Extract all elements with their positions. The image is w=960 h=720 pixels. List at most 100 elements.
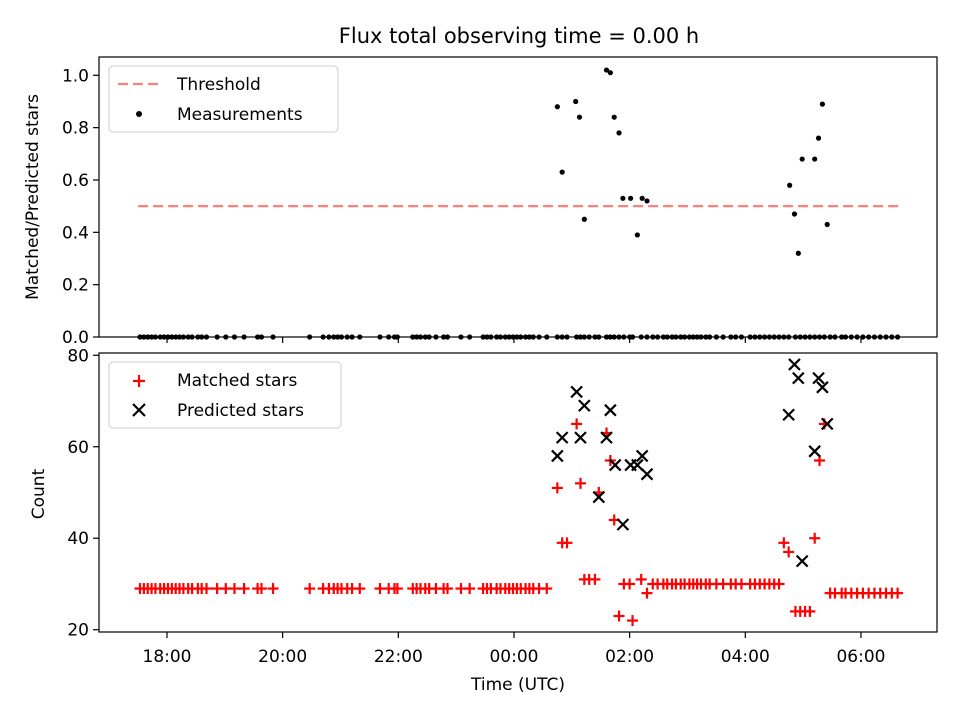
legend-measurements-label: Measurements bbox=[177, 105, 303, 125]
measurement-point bbox=[603, 67, 610, 73]
matched-star-point bbox=[304, 583, 316, 595]
predicted-star-points bbox=[551, 358, 834, 568]
legend-measurements-swatch bbox=[136, 111, 142, 117]
measurement-point bbox=[628, 195, 634, 201]
measurement-point bbox=[607, 70, 613, 76]
matched-star-point bbox=[809, 532, 821, 544]
measurement-point bbox=[620, 195, 626, 201]
matched-star-points bbox=[134, 418, 904, 627]
bottom-x-ticks: 18:00 20:00 22:00 00:00 02:00 04:00 06:00 bbox=[143, 632, 885, 667]
predicted-star-point bbox=[782, 408, 795, 422]
bottom-x-tick-label: 18:00 bbox=[143, 647, 192, 667]
bottom-x-tick-label: 02:00 bbox=[605, 647, 654, 667]
matched-star-point bbox=[238, 583, 250, 595]
matched-star-point bbox=[441, 583, 453, 595]
bottom-y-tick-label: 20 bbox=[67, 621, 89, 641]
bottom-axes-frame bbox=[98, 352, 938, 633]
bottom-y-label: Count bbox=[29, 468, 49, 519]
top-x-ticks bbox=[166, 337, 862, 343]
matched-star-point bbox=[551, 482, 563, 494]
top-y-tick-label: 0.0 bbox=[62, 328, 89, 348]
chart-title: Flux total observing time = 0.00 h bbox=[339, 24, 699, 48]
matched-star-point bbox=[228, 583, 240, 595]
legend-matched-swatch bbox=[133, 375, 145, 387]
predicted-star-point bbox=[792, 371, 805, 385]
measurement-point bbox=[815, 135, 822, 141]
measurement-point bbox=[611, 114, 617, 120]
top-axes-frame bbox=[98, 56, 938, 338]
matched-star-point bbox=[589, 573, 601, 585]
legend-predicted-label: Predicted stars bbox=[177, 401, 304, 421]
predicted-star-point bbox=[592, 490, 606, 504]
bottom-legend: Matched stars Predicted stars bbox=[108, 361, 342, 429]
measurement-point bbox=[787, 182, 793, 188]
matched-star-point bbox=[613, 610, 625, 622]
measurement-point bbox=[824, 221, 830, 228]
bottom-y-tick-label: 60 bbox=[67, 438, 89, 458]
predicted-star-point bbox=[812, 371, 825, 385]
top-legend: Threshold Measurements bbox=[108, 65, 339, 133]
predicted-star-point bbox=[631, 458, 644, 472]
bottom-axes: 20 40 60 80 18:00 20:00 22:00 00:00 02:00 04:00 0… bbox=[29, 346, 938, 695]
measurement-point bbox=[791, 211, 798, 217]
measurement-point bbox=[799, 156, 805, 162]
predicted-star-point bbox=[555, 431, 569, 444]
bottom-x-tick-label: 20:00 bbox=[258, 647, 307, 667]
top-y-ticks: 0.0 0.2 0.4 0.6 0.8 1.0 bbox=[62, 66, 99, 348]
measurement-point bbox=[554, 104, 560, 110]
top-y-tick-label: 1.0 bbox=[62, 66, 89, 86]
top-y-tick-label: 0.8 bbox=[62, 119, 89, 139]
measurement-point bbox=[819, 101, 826, 107]
predicted-star-point bbox=[578, 399, 591, 412]
predicted-star-point bbox=[640, 467, 654, 481]
predicted-star-point bbox=[604, 403, 617, 417]
predicted-star-point bbox=[608, 458, 622, 472]
bottom-x-tick-label: 04:00 bbox=[721, 647, 770, 667]
legend-matched-label: Matched stars bbox=[177, 371, 297, 391]
top-y-tick-label: 0.6 bbox=[62, 171, 89, 191]
predicted-star-point bbox=[820, 417, 834, 431]
predicted-star-point bbox=[600, 431, 613, 444]
measurement-point bbox=[576, 114, 583, 120]
top-y-tick-label: 0.2 bbox=[62, 276, 89, 296]
bottom-x-tick-label: 00:00 bbox=[489, 647, 538, 667]
predicted-star-point bbox=[635, 449, 649, 463]
measurement-point bbox=[812, 156, 818, 162]
matched-star-point bbox=[561, 537, 573, 549]
top-y-tick-label: 0.4 bbox=[62, 223, 89, 243]
bottom-y-tick-label: 80 bbox=[67, 346, 89, 366]
matched-star-point bbox=[391, 583, 403, 595]
matched-star-point bbox=[641, 587, 653, 599]
measurement-point bbox=[644, 198, 650, 204]
predicted-star-point bbox=[795, 554, 809, 568]
top-y-label: Matched/Predicted stars bbox=[23, 94, 43, 300]
predicted-star-point bbox=[788, 358, 801, 371]
measurement-point bbox=[795, 250, 801, 256]
measurement-point bbox=[616, 130, 622, 136]
predicted-star-point bbox=[616, 518, 630, 531]
predicted-star-point bbox=[574, 431, 587, 444]
matched-star-point bbox=[778, 537, 790, 549]
matched-star-point bbox=[354, 583, 366, 595]
matched-star-point bbox=[783, 546, 795, 558]
measurement-point bbox=[573, 98, 579, 105]
matched-star-point bbox=[804, 605, 816, 617]
matched-star-point bbox=[624, 578, 636, 590]
matched-star-point bbox=[201, 583, 213, 595]
predicted-star-point bbox=[816, 381, 829, 394]
legend-threshold-label: Threshold bbox=[176, 75, 261, 95]
matched-star-point bbox=[571, 418, 583, 430]
matched-star-point bbox=[267, 583, 279, 595]
top-axes: 0.0 0.2 0.4 0.6 0.8 1.0 Matched/Predicted sta… bbox=[23, 56, 938, 348]
predicted-star-point bbox=[570, 385, 583, 399]
bottom-x-tick-label: 06:00 bbox=[836, 647, 885, 667]
bottom-x-label: Time (UTC) bbox=[470, 675, 565, 695]
matched-star-point bbox=[892, 587, 904, 599]
matched-star-point bbox=[574, 477, 586, 489]
bottom-y-ticks: 20 40 60 80 bbox=[67, 346, 99, 641]
bottom-y-tick-label: 40 bbox=[67, 529, 89, 549]
predicted-star-point bbox=[551, 449, 564, 463]
measurement-point bbox=[639, 195, 645, 201]
matched-star-point bbox=[635, 573, 647, 585]
